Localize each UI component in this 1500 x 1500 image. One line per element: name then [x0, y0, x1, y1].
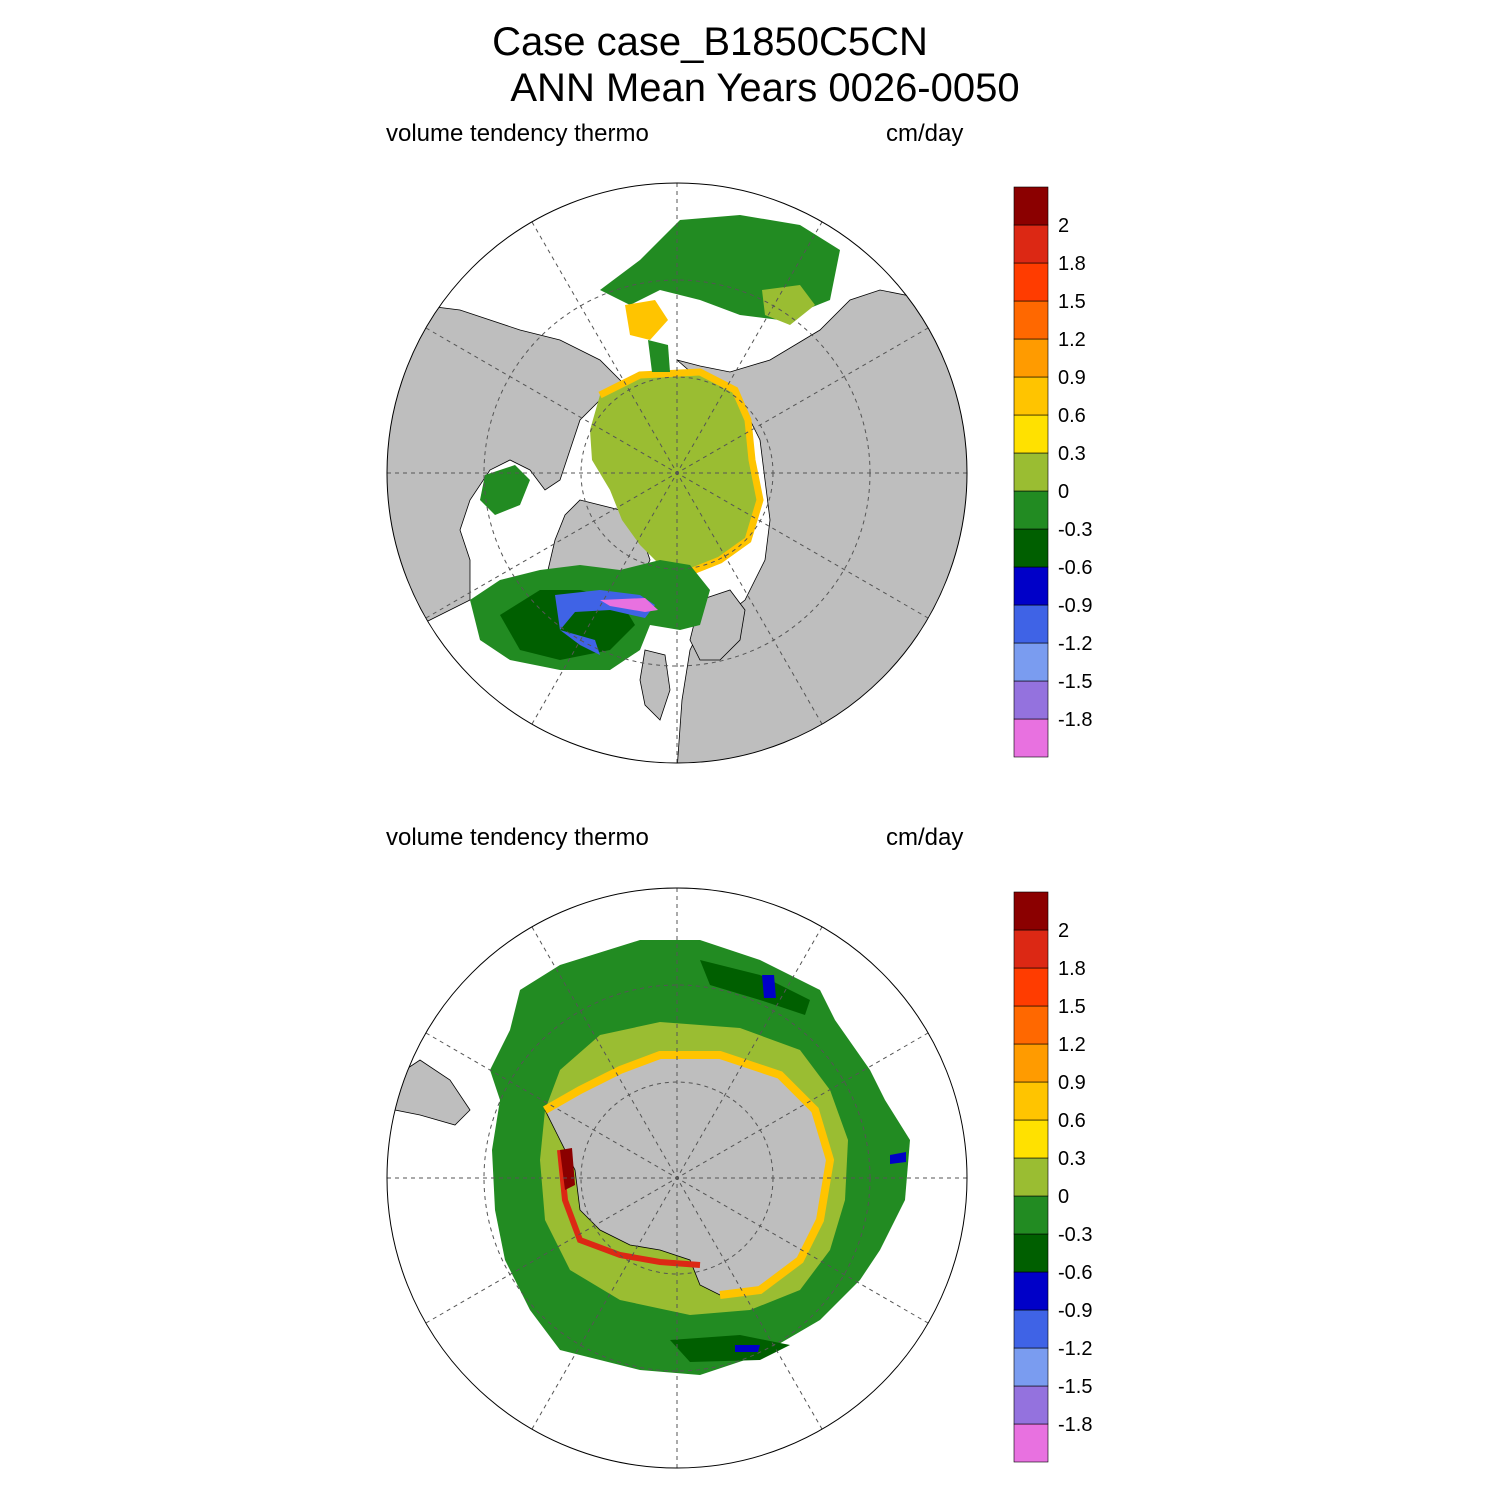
north-colorbar-label: -0.6	[1058, 557, 1092, 579]
north-colorbar-swatch	[1013, 680, 1049, 720]
north-colorbar-swatch	[1013, 414, 1049, 454]
north-colorbar-swatch	[1013, 566, 1049, 606]
south-colorbar-label: 1.5	[1058, 996, 1086, 1018]
north-land-europe	[639, 649, 671, 721]
north-colorbar-swatch	[1013, 642, 1049, 682]
north-colorbar-swatch	[1013, 338, 1049, 378]
figure-title-case: Case case_B1850C5CN	[492, 20, 928, 64]
north-land-americas	[387, 299, 641, 641]
north-ice-labrador-purple	[600, 598, 658, 612]
north-ice-arctic-basin	[590, 372, 760, 572]
south-polar-map	[386, 887, 968, 1469]
north-colorbar-label: -0.3	[1058, 519, 1092, 541]
south-colorbar-label: 0.9	[1058, 1072, 1086, 1094]
north-polar-map	[386, 182, 968, 764]
south-colorbar-label: -0.6	[1058, 1262, 1092, 1284]
south-colorbar-label: 1.8	[1058, 958, 1086, 980]
south-colorbar-label: -0.3	[1058, 1224, 1092, 1246]
north-ice-okhotsk	[762, 285, 815, 325]
south-colorbar-label: 0.3	[1058, 1148, 1086, 1170]
south-colorbar-swatch	[1013, 1195, 1049, 1235]
north-colorbar-swatch	[1013, 528, 1049, 568]
south-variable-label: volume tendency thermo	[386, 824, 649, 851]
north-colorbar-label: 0	[1058, 481, 1069, 503]
south-colorbar-swatch	[1013, 1385, 1049, 1425]
south-colorbar-label: 0	[1058, 1186, 1069, 1208]
north-colorbar-swatch	[1013, 376, 1049, 416]
south-colorbar-swatch	[1013, 1423, 1049, 1463]
north-colorbar-label: -1.8	[1058, 709, 1092, 731]
north-colorbar-label: 0.3	[1058, 443, 1086, 465]
south-colorbar-label: -0.9	[1058, 1300, 1092, 1322]
south-colorbar-swatch	[1013, 1081, 1049, 1121]
north-variable-label: volume tendency thermo	[386, 120, 649, 147]
south-colorbar-swatch	[1013, 967, 1049, 1007]
north-ice-bering-warm	[625, 300, 668, 340]
north-colorbar-swatch	[1013, 490, 1049, 530]
south-colorbar-swatch	[1013, 1309, 1049, 1349]
south-colorbar-swatch	[1013, 1157, 1049, 1197]
south-ice-hotspot	[560, 1148, 575, 1190]
north-colorbar-swatch	[1013, 262, 1049, 302]
north-ice-hudson	[480, 465, 530, 515]
north-units-label: cm/day	[886, 120, 964, 147]
north-colorbar-label: -0.9	[1058, 595, 1092, 617]
south-colorbar-swatch	[1013, 1347, 1049, 1387]
north-colorbar-label: 0.6	[1058, 405, 1086, 427]
south-colorbar-swatch	[1013, 891, 1049, 931]
north-colorbar-label: 1.2	[1058, 329, 1086, 351]
south-ice-coastal-rim	[543, 1051, 835, 1299]
north-colorbar-label: 1.8	[1058, 253, 1086, 275]
south-colorbar-label: -1.2	[1058, 1338, 1092, 1360]
south-colorbar-swatch	[1013, 1005, 1049, 1045]
south-ice-blue-spot-1	[762, 975, 776, 998]
south-colorbar: -1.8 -1.5 -1.2 -0.9 -0.6 -0.3 0 0.3 0.6 0.9 1.2 1.5…	[1013, 891, 1092, 1463]
south-colorbar-swatch	[1013, 929, 1049, 969]
south-colorbar-label: -1.8	[1058, 1414, 1092, 1436]
south-colorbar-label: 2	[1058, 920, 1069, 942]
north-colorbar-swatch	[1013, 452, 1049, 492]
south-ice-blue-spot-2	[890, 1152, 906, 1164]
north-ice-bering-strait	[648, 340, 670, 372]
south-colorbar-swatch	[1013, 1233, 1049, 1273]
south-ice-blue-spot-3	[735, 1345, 760, 1352]
north-colorbar-label: 2	[1058, 215, 1069, 237]
north-colorbar-swatch	[1013, 718, 1049, 758]
north-colorbar-label: 1.5	[1058, 291, 1086, 313]
south-land-south-america	[389, 1059, 471, 1126]
south-colorbar-label: 1.2	[1058, 1034, 1086, 1056]
north-colorbar-label: -1.5	[1058, 671, 1092, 693]
south-ice-dark-south	[670, 1335, 790, 1362]
north-colorbar-label: -1.2	[1058, 633, 1092, 655]
north-colorbar-swatch	[1013, 186, 1049, 226]
north-colorbar: -1.8 -1.5 -1.2 -0.9 -0.6 -0.3 0 0.3 0.6 0.9 1.2 1.5…	[1013, 186, 1092, 758]
north-colorbar-swatch	[1013, 604, 1049, 644]
north-colorbar-label: 0.9	[1058, 367, 1086, 389]
north-colorbar-swatch	[1013, 224, 1049, 264]
north-colorbar-swatch	[1013, 300, 1049, 340]
south-colorbar-label: 0.6	[1058, 1110, 1086, 1132]
south-units-label: cm/day	[886, 824, 964, 851]
south-ice-weddell-warm	[557, 1149, 701, 1268]
south-colorbar-swatch	[1013, 1271, 1049, 1311]
south-ice-dark-north	[700, 960, 810, 1015]
figure-title-period: ANN Mean Years 0026-0050	[510, 66, 1020, 110]
south-colorbar-swatch	[1013, 1043, 1049, 1083]
south-colorbar-swatch	[1013, 1119, 1049, 1159]
south-colorbar-label: -1.5	[1058, 1376, 1092, 1398]
